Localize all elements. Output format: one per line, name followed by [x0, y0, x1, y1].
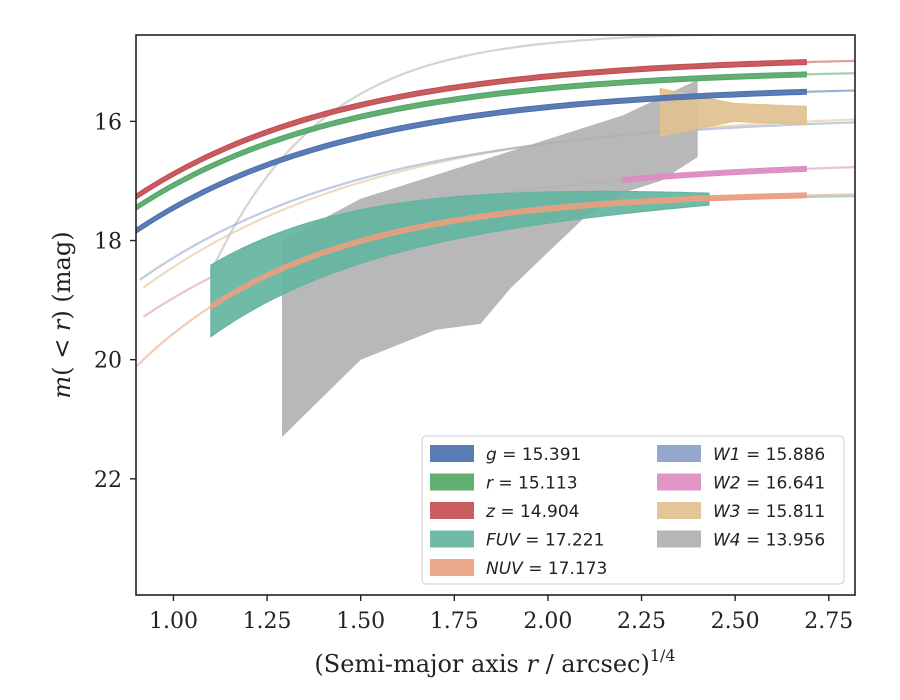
legend-label-fuv: FUV = 17.221 — [486, 531, 604, 551]
x-axis-label: (Semi-major axis r / arcsec)1/4 — [314, 646, 675, 678]
legend-swatch-w4 — [657, 530, 701, 548]
series-band-nuv — [210, 192, 807, 311]
legend-label-g: g = 15.391 — [486, 445, 581, 465]
legend-label-z: z = 14.904 — [485, 502, 579, 522]
legend: g = 15.391 r = 15.113 z = 14.904 FUV = 17.2… — [421, 435, 845, 585]
legend-swatch-z — [430, 502, 474, 519]
legend-swatch-fuv — [430, 530, 474, 548]
series-band-fuv — [210, 190, 710, 338]
series-band-g — [136, 88, 807, 234]
series-line-z — [806, 59, 855, 64]
x-tick-label: 1.00 — [149, 609, 198, 634]
y-tick-label: 16 — [94, 110, 122, 135]
legend-label-w2: W2 = 16.641 — [713, 474, 825, 494]
series-line-w4 — [209, 35, 747, 274]
legend-label-w1: W1 = 15.886 — [713, 445, 825, 465]
legend-box — [421, 435, 845, 585]
legend-label-w3: W3 = 15.811 — [713, 502, 825, 522]
y-tick-label: 20 — [94, 349, 122, 374]
y-tick-label: 22 — [94, 468, 122, 493]
series-band-w3 — [659, 87, 807, 138]
x-tick-label: 2.25 — [617, 609, 666, 634]
plot-area — [136, 35, 855, 438]
legend-swatch-w1 — [657, 445, 701, 462]
series-band-r — [136, 71, 807, 211]
legend-swatch-w2 — [657, 473, 701, 491]
series-line-w1 — [139, 121, 855, 281]
series-band-w2 — [622, 165, 807, 183]
series-band-w4 — [282, 79, 698, 438]
legend-label-nuv: NUV = 17.173 — [486, 559, 607, 579]
x-tick-label: 2.50 — [711, 609, 760, 634]
x-tick-label: 1.50 — [336, 609, 385, 634]
legend-swatch-w3 — [657, 502, 701, 519]
legend-swatch-nuv — [430, 559, 474, 576]
legend-label-r: r = 15.113 — [486, 474, 578, 494]
x-tick-label: 1.75 — [430, 609, 479, 634]
x-tick-label: 2.75 — [804, 609, 853, 634]
x-tick-label: 2.00 — [523, 609, 572, 634]
legend-swatch-r — [430, 473, 474, 491]
legend-swatch-g — [430, 445, 474, 462]
y-axis-label: m( < r) (mag) — [48, 231, 76, 398]
plot-frame — [135, 34, 856, 596]
series-line-g — [806, 89, 855, 93]
x-axis: 1.00 1.25 1.50 1.75 2.00 2.25 2.50 2.75 — [149, 595, 853, 634]
legend-label-w4: W4 = 13.956 — [713, 531, 825, 551]
series-line-r — [806, 72, 855, 76]
series-band-z — [136, 59, 807, 200]
y-tick-label: 18 — [94, 230, 122, 255]
x-tick-label: 1.25 — [243, 609, 292, 634]
y-axis: 16 18 20 22 — [94, 110, 136, 493]
